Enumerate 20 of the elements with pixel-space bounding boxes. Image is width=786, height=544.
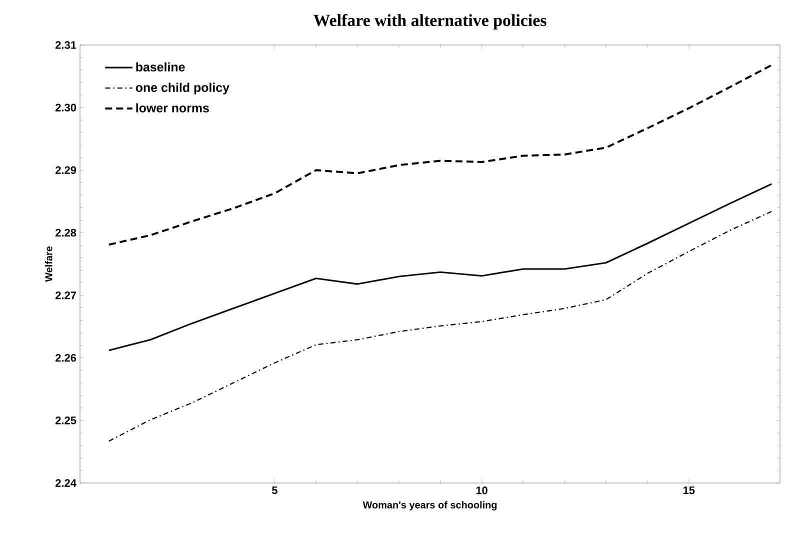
x-tick-label: 15 bbox=[683, 486, 695, 494]
y-tick-label: 2.26 bbox=[56, 354, 76, 362]
y-tick-label: 2.31 bbox=[56, 41, 76, 49]
y-tick-label: 2.30 bbox=[56, 104, 76, 112]
y-tick-label: 2.28 bbox=[56, 228, 76, 237]
y-tick-label: 2.25 bbox=[56, 416, 76, 424]
y-tick-label: 2.24 bbox=[56, 479, 76, 487]
chart-title: Welfare with alternative policies bbox=[314, 14, 546, 30]
x-tick-label: 10 bbox=[476, 486, 488, 494]
y-tick-label: 2.29 bbox=[56, 166, 76, 174]
line-series bbox=[108, 210, 772, 442]
legend-label: baseline bbox=[136, 62, 185, 72]
x-axis-title: Woman's years of schooling bbox=[362, 501, 497, 510]
line-series bbox=[108, 64, 773, 246]
y-axis-title: Welfare bbox=[44, 246, 52, 282]
line-series bbox=[108, 183, 773, 352]
x-tick-label: 5 bbox=[272, 486, 278, 494]
legend-label: one child policy bbox=[136, 82, 230, 94]
y-tick-label: 2.27 bbox=[56, 291, 76, 300]
legend-label: lower norms bbox=[136, 103, 209, 112]
